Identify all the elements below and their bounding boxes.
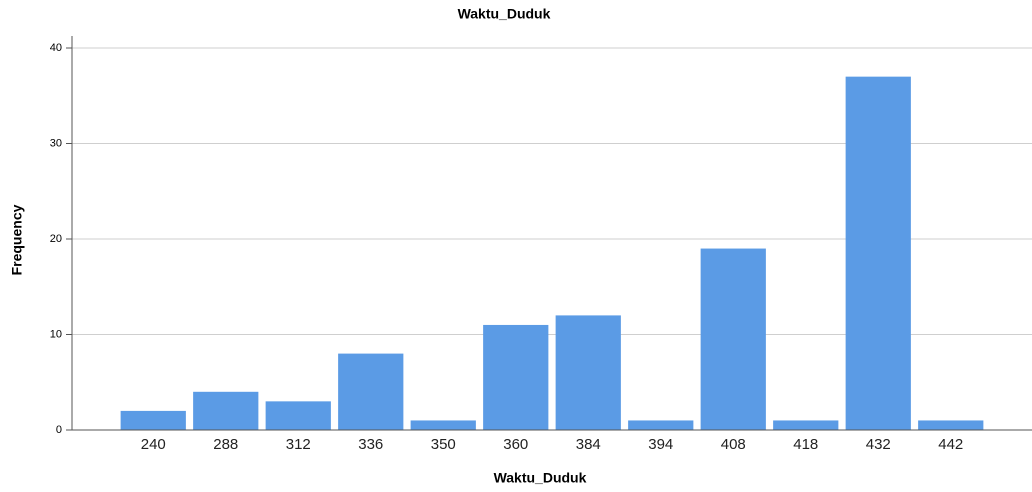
bar	[338, 353, 404, 430]
y-tick-label: 10	[50, 328, 62, 340]
bar	[628, 420, 694, 430]
x-tick-label: 336	[358, 436, 383, 453]
bar	[410, 420, 476, 430]
bar	[773, 420, 839, 430]
chart-title: Waktu_Duduk	[458, 6, 551, 22]
x-tick-label: 418	[793, 436, 818, 453]
y-axis-title: Frequency	[9, 204, 25, 275]
x-tick-label: 312	[286, 436, 311, 453]
x-tick-label: 350	[431, 436, 456, 453]
bar	[700, 248, 766, 430]
x-tick-label: 288	[213, 436, 238, 453]
bar	[483, 324, 549, 430]
bar	[120, 410, 186, 430]
y-tick-label: 30	[50, 137, 62, 149]
bar	[555, 315, 621, 430]
bars	[120, 76, 984, 431]
y-tick-label: 40	[50, 42, 62, 54]
bar	[193, 391, 259, 430]
x-tick-label: 360	[503, 436, 528, 453]
bar	[265, 401, 331, 430]
x-axis-title: Waktu_Duduk	[494, 470, 587, 486]
y-tick-label: 0	[56, 424, 62, 436]
x-tick-label: 384	[576, 436, 601, 453]
y-tick-label: 20	[50, 233, 62, 245]
x-tick-label: 240	[141, 436, 166, 453]
x-tick-label: 394	[648, 436, 673, 453]
x-tick-label: 408	[721, 436, 746, 453]
x-tick-label: 432	[866, 436, 891, 453]
x-tick-label: 442	[938, 436, 963, 453]
bar	[845, 76, 911, 431]
bar	[918, 420, 984, 430]
